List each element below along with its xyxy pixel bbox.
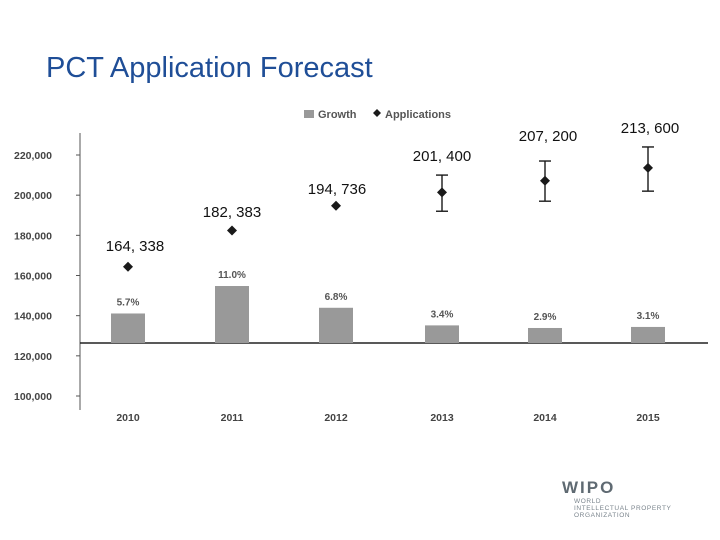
application-marker (123, 261, 133, 272)
legend-label-applications: Applications (385, 109, 451, 121)
application-label: 201, 400 (413, 148, 471, 165)
wipo-logo-line-1: WORLD (574, 498, 602, 505)
y-tick-label: 100,000 (14, 391, 52, 403)
application-label: 213, 600 (621, 120, 679, 137)
growth-bar (319, 307, 353, 343)
x-tick-label: 2011 (221, 412, 244, 424)
growth-label: 3.1% (637, 311, 660, 322)
growth-label: 5.7% (117, 297, 140, 308)
application-marker (540, 175, 550, 186)
growth-label: 2.9% (534, 312, 557, 323)
application-label: 164, 338 (106, 238, 164, 255)
growth-label: 11.0% (218, 270, 246, 281)
growth-bar (215, 286, 249, 343)
wipo-logo-line-3: ORGANIZATION (574, 512, 631, 519)
wipo-logo: WIPO WORLD INTELLECTUAL PROPERTY ORGANIZ… (562, 476, 702, 520)
growth-bar (111, 313, 145, 343)
growth-label: 6.8% (325, 292, 348, 303)
legend-label-growth: Growth (318, 109, 357, 121)
application-marker (331, 200, 341, 211)
legend-swatch-growth (304, 110, 314, 118)
slide-title: PCT Application Forecast (46, 52, 373, 84)
growth-bar (425, 325, 459, 343)
x-tick-label: 2012 (324, 412, 348, 424)
wipo-logo-mark: WIPO (562, 478, 616, 497)
legend-swatch-applications (373, 109, 381, 117)
growth-bar (631, 326, 665, 343)
x-tick-label: 2015 (636, 412, 660, 424)
application-marker (643, 162, 653, 173)
x-tick-label: 2014 (533, 412, 557, 424)
y-tick-label: 120,000 (14, 351, 52, 363)
y-tick-label: 160,000 (14, 271, 52, 283)
wipo-logo-line-2: INTELLECTUAL PROPERTY (574, 505, 672, 512)
application-marker (437, 187, 447, 198)
application-label: 207, 200 (519, 128, 577, 145)
growth-bar (528, 327, 562, 343)
growth-label: 3.4% (431, 309, 454, 320)
application-marker (227, 225, 237, 236)
x-tick-label: 2013 (430, 412, 454, 424)
x-tick-label: 2010 (116, 412, 140, 424)
y-tick-label: 140,000 (14, 311, 52, 323)
y-tick-label: 220,000 (14, 150, 52, 162)
application-label: 182, 383 (203, 204, 261, 221)
y-tick-label: 200,000 (14, 190, 52, 202)
application-label: 194, 736 (308, 181, 366, 198)
y-tick-label: 180,000 (14, 230, 52, 242)
